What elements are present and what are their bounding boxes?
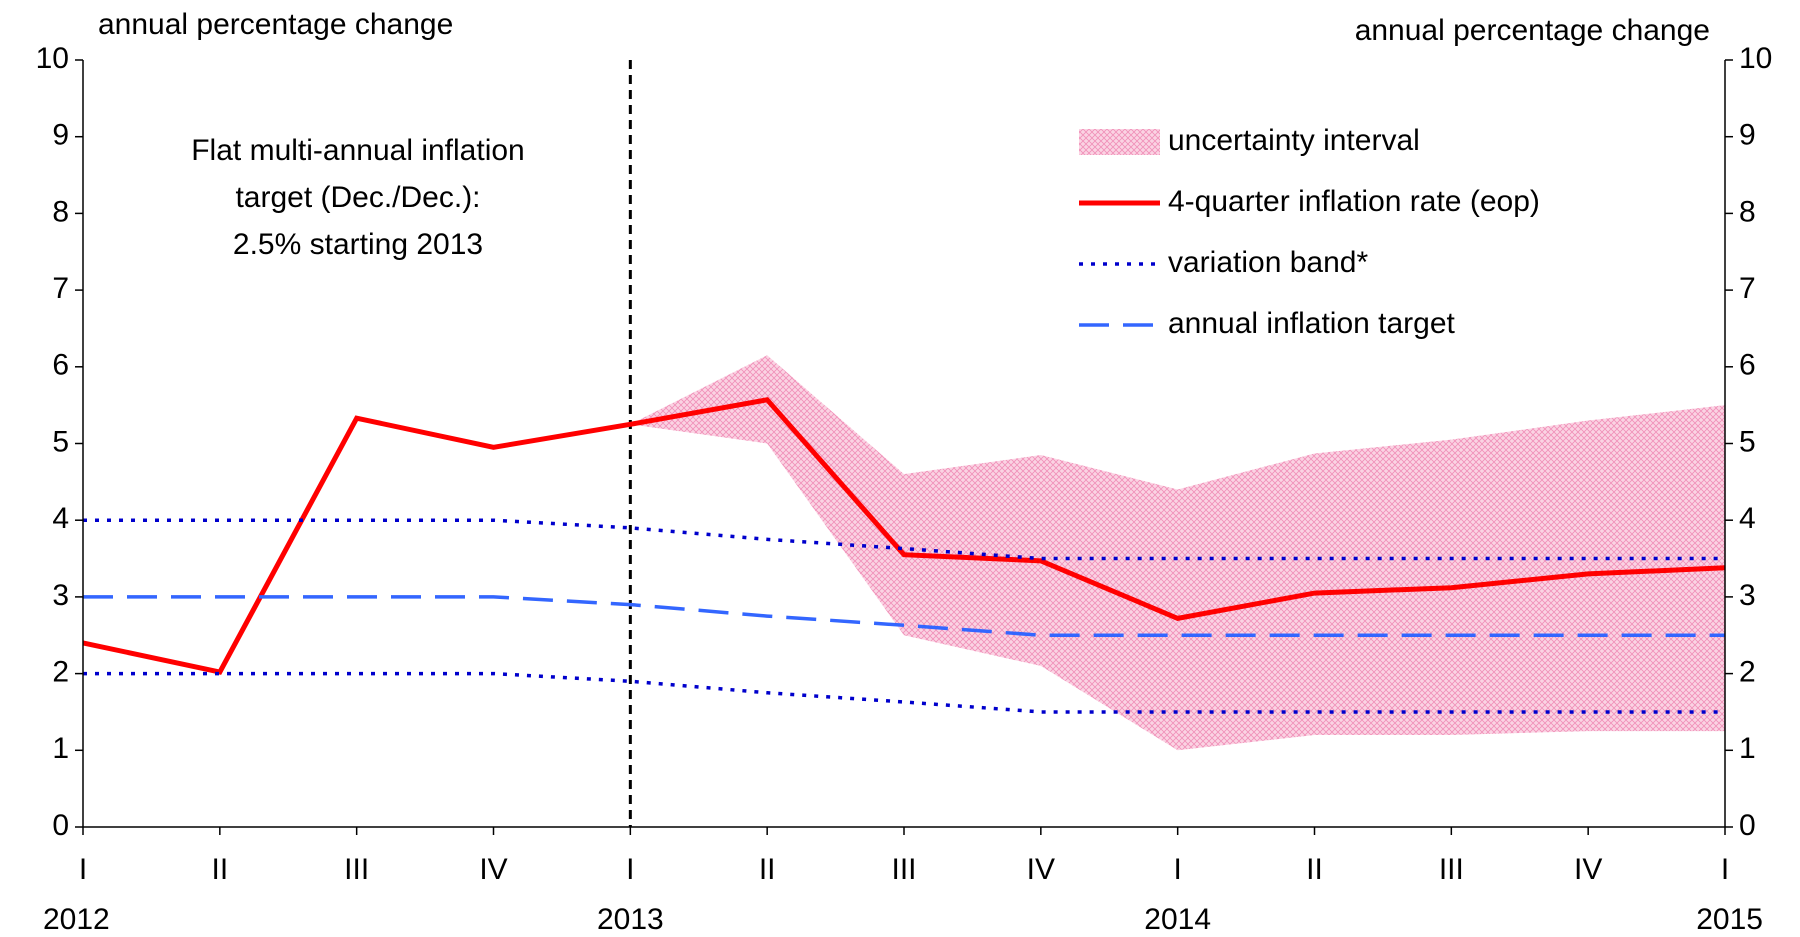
legend-label: variation band* (1168, 246, 1368, 279)
x-tick-label: IV (1574, 853, 1602, 886)
band-lower-line (83, 671, 1725, 714)
y2-tick-label: 1 (1739, 732, 1756, 765)
y-tick-label: 6 (52, 349, 69, 382)
legend-swatch (1079, 129, 1160, 155)
y2-tick-label: 3 (1739, 579, 1756, 612)
x-tick-label: I (1721, 853, 1729, 886)
y2-tick-label: 10 (1739, 42, 1772, 75)
x-tick-label: III (1439, 853, 1464, 886)
y2-tick-label: 0 (1739, 809, 1756, 842)
band-upper-line (83, 518, 1725, 561)
year-label: 2012 (43, 903, 110, 936)
y-tick-label: 9 (52, 119, 69, 152)
y-tick-label: 1 (52, 732, 69, 765)
legend-label: uncertainty interval (1168, 124, 1420, 157)
annotation: 2.5% starting 2013 (233, 228, 483, 261)
series-line (82, 397, 1726, 675)
x-tick-label: II (211, 853, 228, 886)
series-line (83, 595, 1725, 637)
x-tick-label: I (626, 853, 634, 886)
y2-tick-label: 7 (1739, 272, 1756, 305)
y-tick-label: 8 (52, 195, 69, 228)
year-label: 2014 (1144, 903, 1211, 936)
uncertainty-area (630, 355, 1726, 751)
y-tick-label: 5 (52, 425, 69, 458)
legend-label: 4-quarter inflation rate (eop) (1168, 185, 1540, 218)
x-tick-label: I (79, 853, 87, 886)
y2-tick-label: 5 (1739, 425, 1756, 458)
y-axis-label: annual percentage change (98, 8, 453, 41)
y-tick-label: 0 (52, 809, 69, 842)
legend-label: annual inflation target (1168, 307, 1456, 340)
y2-tick-label: 9 (1739, 119, 1756, 152)
x-tick-label: IV (1027, 853, 1055, 886)
y-tick-label: 3 (52, 579, 69, 612)
x-tick-label: I (1173, 853, 1181, 886)
annotation: target (Dec./Dec.): (235, 181, 480, 214)
y2-tick-label: 4 (1739, 502, 1756, 535)
y-tick-label: 4 (52, 502, 69, 535)
y-tick-label: 7 (52, 272, 69, 305)
x-tick-label: II (759, 853, 776, 886)
y2-tick-label: 8 (1739, 195, 1756, 228)
y2-tick-label: 6 (1739, 349, 1756, 382)
y-tick-label: 10 (36, 42, 69, 75)
year-label: 2013 (597, 903, 664, 936)
year-label: 2015 (1696, 903, 1763, 936)
annotation: Flat multi-annual inflation (191, 134, 525, 167)
x-tick-label: IV (479, 853, 507, 886)
x-tick-label: II (1306, 853, 1323, 886)
y2-tick-label: 2 (1739, 656, 1756, 689)
y-tick-label: 2 (52, 656, 69, 689)
y2-axis-label: annual percentage change (1355, 14, 1710, 47)
x-tick-label: III (891, 853, 916, 886)
x-tick-label: III (344, 853, 369, 886)
